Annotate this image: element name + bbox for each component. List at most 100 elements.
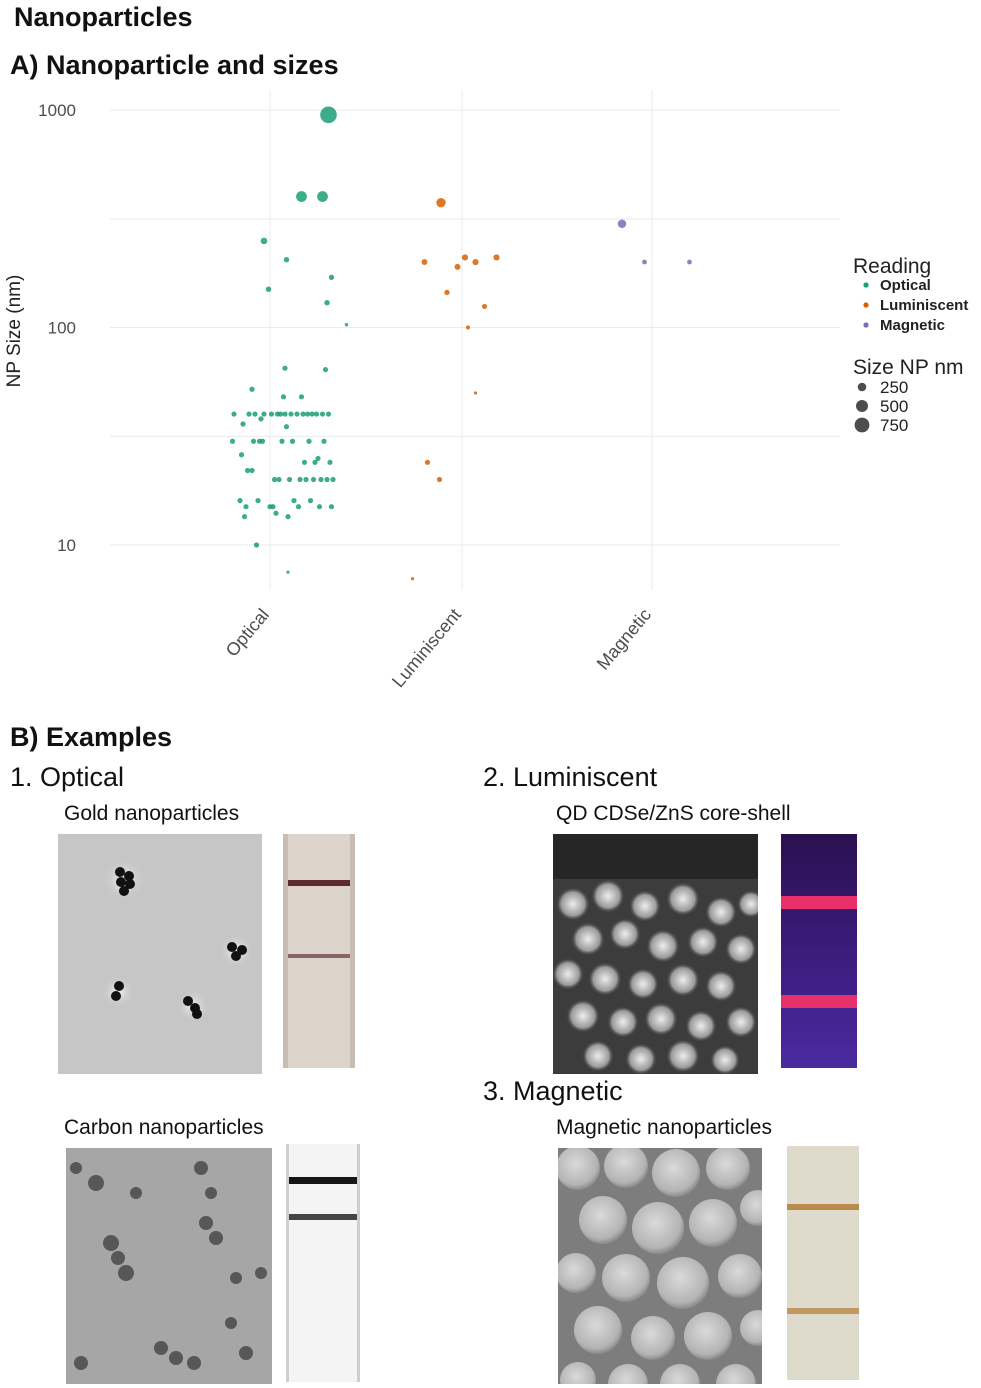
magnetic-heading: 3. Magnetic: [483, 1076, 623, 1106]
data-point: [261, 411, 267, 417]
data-point: [241, 514, 248, 520]
data-point: [436, 197, 446, 208]
data-point: [324, 300, 330, 306]
data-point: [291, 498, 297, 504]
magnetic-strip-test-line: [787, 1204, 859, 1210]
data-point: [237, 498, 243, 504]
qd-tem-graphic: [553, 834, 758, 1074]
data-point: [472, 258, 479, 266]
data-point: [283, 256, 290, 263]
data-point: [617, 219, 627, 228]
chart-legend: Reading Size NP nm Optical Luminiscent Mag…: [853, 255, 968, 435]
x-tick-label: Magnetic: [593, 605, 655, 674]
data-point: [313, 411, 320, 417]
data-point: [307, 498, 314, 504]
data-point: [271, 476, 278, 483]
data-point: [454, 263, 461, 270]
data-point: [260, 237, 268, 245]
data-point: [344, 323, 349, 327]
carbon-tem-graphic: [70, 1161, 267, 1370]
data-point: [231, 411, 237, 417]
strip-test-line: [288, 880, 350, 886]
x-tick-label: Optical: [222, 605, 273, 661]
data-point: [319, 411, 326, 417]
data-point: [238, 452, 245, 458]
data-point: [277, 411, 284, 417]
chart-points: [229, 106, 692, 581]
data-point: [421, 259, 428, 265]
data-point: [473, 391, 478, 395]
legend-size-swatch: [856, 400, 868, 412]
data-point: [481, 303, 488, 309]
data-point: [270, 504, 276, 510]
quantum-dot-image: [553, 834, 758, 1074]
data-point: [296, 191, 307, 202]
data-point: [309, 411, 315, 417]
data-point: [642, 259, 647, 265]
data-point: [243, 504, 249, 510]
data-point: [410, 577, 415, 581]
magnetic-sem-graphic: [558, 1148, 762, 1384]
data-point: [330, 476, 336, 483]
luminescent-test-strip: [781, 834, 857, 1068]
data-point: [276, 476, 282, 483]
magnetic-strip-control-line: [787, 1308, 859, 1314]
y-tick-label: 100: [48, 319, 76, 338]
magnetic-caption: Magnetic nanoparticles: [556, 1116, 772, 1139]
data-point: [465, 325, 471, 330]
page-title: Nanoparticles: [14, 2, 193, 32]
data-point: [461, 254, 469, 261]
data-point: [279, 438, 285, 444]
data-point: [298, 394, 305, 400]
data-point: [288, 411, 294, 417]
data-point: [294, 411, 300, 417]
data-point: [240, 421, 246, 427]
data-point: [322, 367, 329, 373]
data-point: [687, 259, 692, 265]
data-point: [315, 455, 321, 462]
carbon-nanoparticles-image: [66, 1148, 272, 1384]
data-point: [316, 504, 323, 510]
data-point: [327, 459, 333, 465]
data-point: [436, 476, 443, 483]
data-point: [258, 416, 264, 422]
data-point: [301, 459, 308, 465]
luminescent-strip-test-line: [781, 896, 857, 909]
data-point: [295, 504, 302, 510]
carbon-caption: Carbon nanoparticles: [64, 1116, 264, 1139]
legend-color-swatch: [863, 302, 869, 308]
data-point: [325, 411, 332, 417]
y-tick-label: 1000: [38, 101, 76, 120]
legend-reading-title: Reading: [853, 255, 931, 278]
data-point: [289, 438, 296, 444]
legend-size-label: 500: [880, 397, 908, 416]
data-point: [303, 476, 309, 483]
optical-heading: 1. Optical: [10, 762, 125, 792]
data-point: [310, 476, 317, 483]
data-point: [493, 254, 500, 261]
qd-caption: QD CDSe/ZnS core-shell: [556, 802, 791, 825]
data-point: [280, 394, 287, 400]
data-point: [304, 411, 311, 417]
data-point: [253, 542, 260, 548]
data-point: [283, 424, 290, 430]
data-point: [249, 386, 255, 392]
data-point: [273, 510, 279, 516]
y-tick-label: 10: [57, 536, 76, 555]
data-point: [282, 411, 288, 417]
carbon-strip-test-line: [289, 1177, 357, 1184]
legend-label: Luminiscent: [880, 297, 968, 314]
data-point: [282, 365, 288, 371]
gold-test-strip: [283, 834, 355, 1068]
chart-grid: [110, 90, 840, 590]
nanoparticle-size-chart: 10 100 1000 Optical Luminiscent Magnetic NP S…: [4, 90, 968, 691]
data-point: [444, 289, 450, 296]
magnetic-test-strip: [787, 1146, 859, 1380]
legend-label: Optical: [880, 277, 931, 294]
legend-size-title: Size NP nm: [853, 356, 964, 379]
data-point: [328, 504, 335, 510]
data-point: [246, 411, 252, 417]
gold-caption: Gold nanoparticles: [64, 802, 240, 825]
data-point: [265, 286, 272, 292]
carbon-test-strip: [286, 1144, 360, 1382]
